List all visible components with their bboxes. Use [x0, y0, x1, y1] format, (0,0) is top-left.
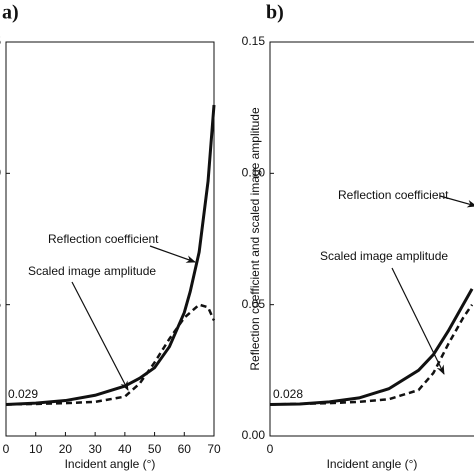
y-tick-label: 0.05	[0, 297, 1, 311]
x-tick-label: 0	[267, 442, 274, 456]
x-tick-label: 30	[88, 442, 102, 456]
annotation-arrow	[439, 195, 474, 208]
annotation-arrow	[71, 281, 129, 391]
y-tick-label: 0.10	[0, 166, 1, 180]
annotation: Reflection coefficient	[338, 188, 449, 202]
curve	[5, 303, 216, 406]
x-tick-label: 60	[178, 442, 192, 456]
y-tick-label: 0.10	[242, 166, 266, 180]
panel-label: a)	[2, 2, 19, 24]
plot-frame	[5, 41, 215, 437]
x-tick-label: 50	[148, 442, 162, 456]
x-tick-label: 70	[207, 442, 221, 456]
annotation: 0.029	[8, 387, 38, 401]
x-tick-label: 20	[59, 442, 73, 456]
x-tick-label: 40	[118, 442, 132, 456]
y-axis-title: Reflection coefficient and scaled image …	[248, 107, 262, 371]
annotation: Scaled image amplitude	[28, 264, 156, 278]
x-tick-label: 10	[29, 442, 43, 456]
annotation-arrow	[149, 245, 196, 263]
y-tick-label: 0.15	[242, 34, 266, 48]
annotation: Reflection coefficient	[48, 232, 159, 246]
panel-label: b)	[266, 2, 284, 24]
y-tick-label: 0.15	[0, 34, 1, 48]
annotation-arrow	[391, 267, 445, 375]
x-tick-label: 0	[3, 442, 10, 456]
annotation: 0.028	[273, 387, 303, 401]
x-axis-title: Incident angle (°)	[65, 457, 156, 471]
annotation: Scaled image amplitude	[320, 249, 448, 263]
plot-frame	[269, 41, 474, 437]
x-axis-title: Incident angle (°)	[327, 457, 418, 471]
curve	[269, 303, 474, 406]
y-tick-label: 0.00	[242, 428, 266, 442]
y-tick-label: 0.05	[242, 297, 266, 311]
curve	[5, 104, 216, 406]
